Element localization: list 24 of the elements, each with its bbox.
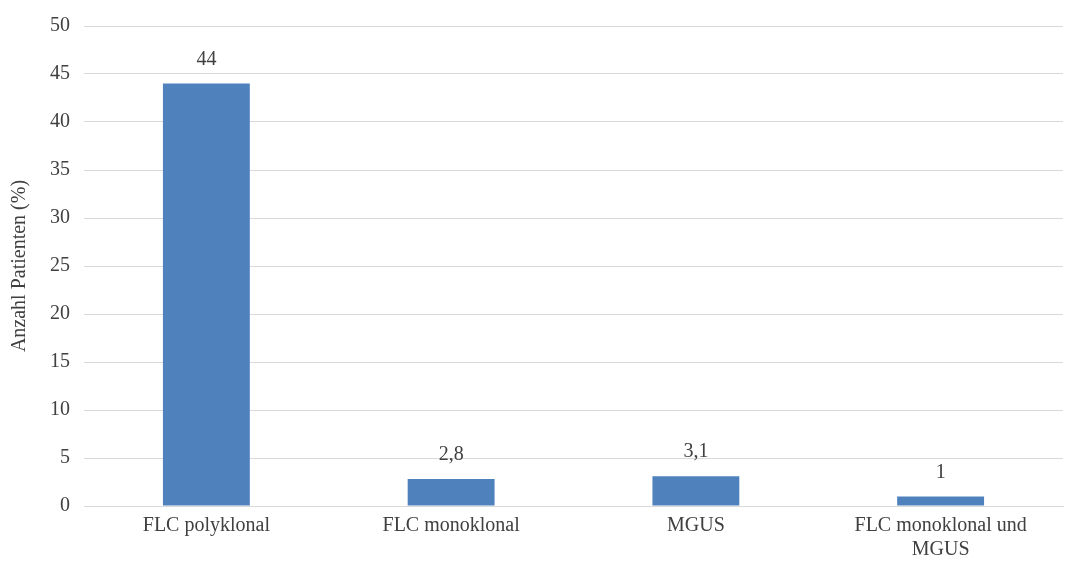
y-tick-label: 40 [50,109,70,132]
data-label: 3,1 [683,439,709,462]
y-tick-label: 45 [50,61,70,84]
data-label: 2,8 [438,442,464,465]
data-label: 44 [196,46,217,69]
x-tick-label: MGUS [666,513,725,536]
y-tick-label: 50 [50,13,70,36]
bar [897,496,985,506]
x-tick-label: FLC monoklonal und MGUS [854,513,1027,560]
y-tick-label: 0 [60,493,70,516]
y-tick-label: 20 [50,301,70,324]
y-tick-label: 10 [50,397,70,420]
y-tick-label: 15 [50,349,70,372]
y-axis-title: Anzahl Patienten (%) [7,179,31,353]
bar [407,479,495,506]
bar [652,476,740,506]
y-tick-label: 30 [50,205,70,228]
bar [162,83,250,506]
x-tick-label: FLC monoklonal [382,513,521,536]
y-tick-label: 35 [50,157,70,180]
y-tick-label: 5 [60,445,70,468]
x-tick-label: FLC polyklonal [142,513,271,537]
y-tick-label: 25 [50,253,70,276]
data-label: 1 [935,459,946,482]
